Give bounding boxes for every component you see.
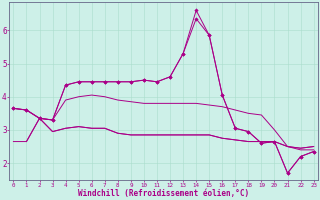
X-axis label: Windchill (Refroidissement éolien,°C): Windchill (Refroidissement éolien,°C)	[78, 189, 249, 198]
